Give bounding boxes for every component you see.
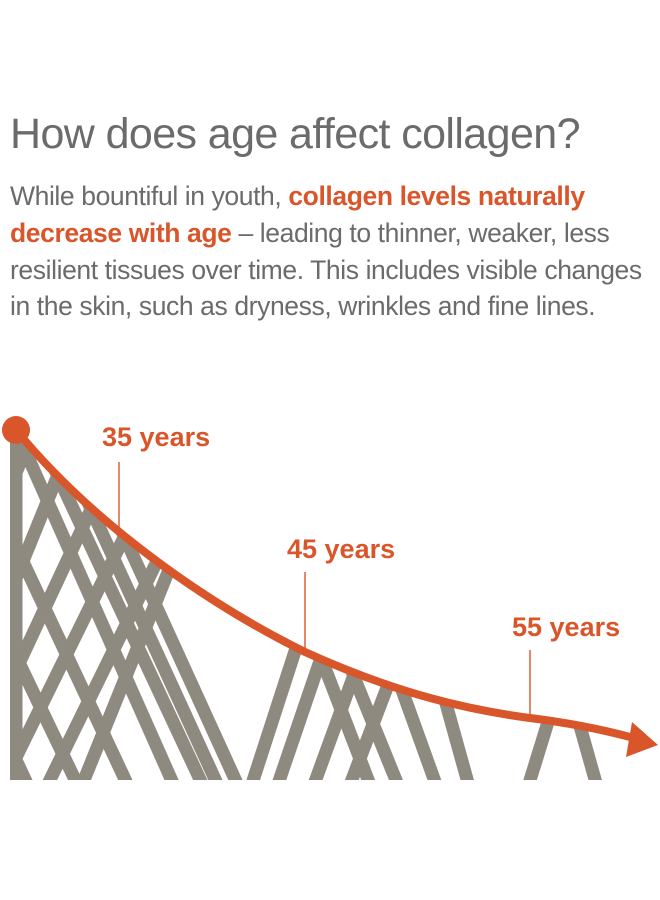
intro-text-highlight: collagen levels naturally decrease with … (10, 181, 585, 248)
arrow-head-icon (626, 722, 658, 757)
collagen-strands-medium (243, 642, 477, 780)
page-title: How does age affect collagen? (10, 110, 580, 158)
decline-curve (12, 426, 634, 741)
intro-paragraph: While bountiful in youth, collagen level… (10, 178, 660, 325)
age-label-45: 45 years (287, 534, 395, 564)
age-label-55: 55 years (512, 612, 620, 642)
intro-text-plain: While bountiful in youth, (10, 181, 289, 211)
collagen-strands-sparse (520, 720, 605, 780)
age-label-35: 35 years (102, 422, 210, 452)
start-dot-icon (2, 416, 30, 444)
intro-text-plain: – leading to thinner, weaker, less resil… (10, 217, 642, 322)
collagen-strands-dense (10, 430, 246, 780)
